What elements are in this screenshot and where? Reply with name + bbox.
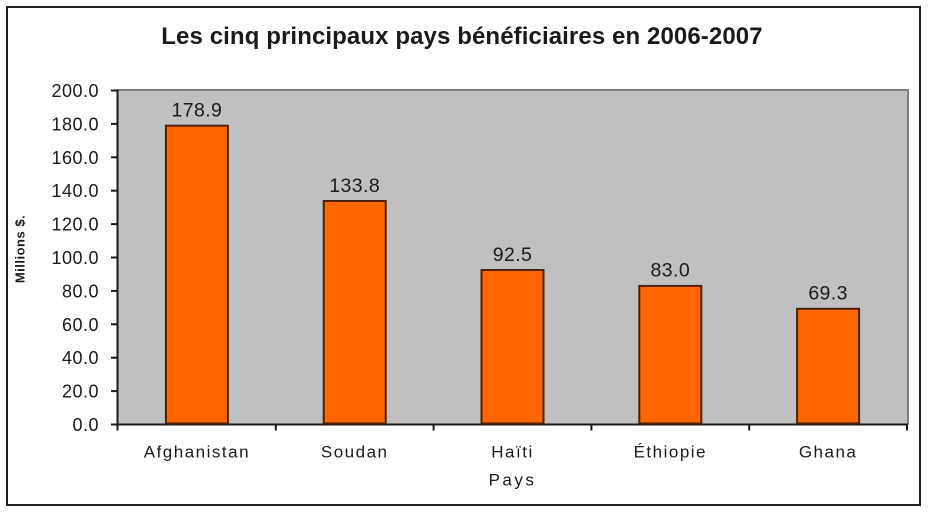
svg-text:100.0: 100.0 [51, 248, 99, 268]
svg-text:Millions $.: Millions $. [13, 215, 28, 283]
svg-text:Afghanistan: Afghanistan [144, 443, 250, 462]
svg-text:200.0: 200.0 [51, 81, 99, 101]
svg-text:160.0: 160.0 [51, 148, 99, 168]
svg-text:Éthiopie: Éthiopie [634, 443, 707, 462]
svg-text:Pays: Pays [489, 471, 537, 490]
svg-text:20.0: 20.0 [62, 382, 99, 402]
svg-text:69.3: 69.3 [808, 283, 848, 305]
svg-text:140.0: 140.0 [51, 181, 99, 201]
svg-text:0.0: 0.0 [72, 415, 99, 435]
svg-text:Ghana: Ghana [799, 443, 858, 462]
svg-text:Soudan: Soudan [321, 443, 389, 462]
svg-text:83.0: 83.0 [651, 260, 691, 282]
svg-text:178.9: 178.9 [171, 100, 222, 122]
svg-text:40.0: 40.0 [62, 348, 99, 368]
svg-text:180.0: 180.0 [51, 114, 99, 134]
svg-text:Haïti: Haïti [491, 443, 533, 462]
svg-text:Les cinq principaux pays bénéf: Les cinq principaux pays bénéficiaires e… [161, 23, 762, 50]
svg-text:92.5: 92.5 [493, 244, 533, 266]
svg-text:60.0: 60.0 [62, 315, 99, 335]
svg-text:80.0: 80.0 [62, 281, 99, 301]
svg-text:120.0: 120.0 [51, 215, 99, 235]
svg-text:133.8: 133.8 [329, 175, 380, 197]
